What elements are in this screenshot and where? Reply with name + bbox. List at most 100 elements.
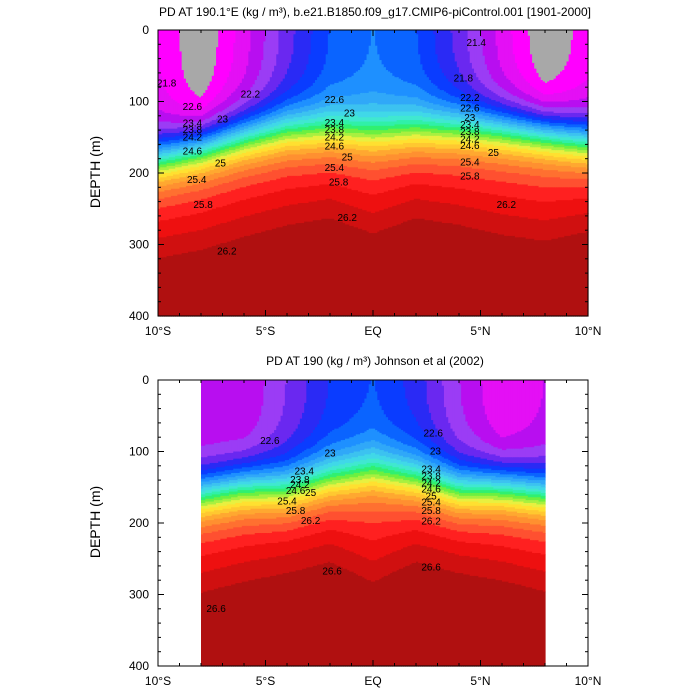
contour-cell (413, 151, 417, 158)
contour-cell (203, 161, 206, 166)
contour-cell (465, 190, 469, 208)
contour-cell (489, 162, 492, 171)
contour-cell (239, 105, 243, 113)
contour-cell (237, 121, 241, 125)
contour-cell (424, 184, 428, 201)
contour-cell (168, 137, 172, 141)
contour-cell (439, 30, 443, 70)
contour-cell (351, 132, 355, 138)
contour-cell (321, 128, 325, 133)
contour-cell (175, 155, 178, 160)
contour-cell (224, 122, 228, 128)
contour-cell (450, 32, 454, 84)
contour-cell (456, 30, 460, 68)
contour-cell (319, 152, 322, 160)
contour-cell (213, 155, 217, 160)
contour-cell (523, 117, 527, 121)
contour-cell (297, 150, 301, 156)
contour-cell (551, 111, 555, 117)
contour-cell (379, 30, 383, 61)
contour-cell (560, 144, 563, 148)
contour-cell (325, 164, 329, 174)
contour-cell (211, 155, 215, 160)
contour-cell (306, 105, 310, 113)
contour-cell (564, 151, 568, 156)
contour-cell (166, 190, 170, 198)
contour-cell (158, 151, 161, 156)
contour-cell (523, 105, 527, 111)
contour-cell (246, 118, 249, 123)
contour-cell (523, 122, 527, 127)
contour-cell (525, 134, 529, 138)
contour-cell (476, 124, 479, 128)
contour-cell (418, 120, 421, 125)
contour-cell (452, 124, 456, 128)
contour-cell (319, 92, 322, 103)
contour-cell (523, 161, 527, 168)
contour-cell (237, 171, 241, 180)
contour-cell (254, 114, 258, 120)
contour-cell (297, 223, 301, 317)
contour-cell (409, 157, 413, 166)
contour-cell (261, 144, 264, 150)
contour-cell (287, 141, 290, 147)
contour-cell (357, 168, 361, 178)
contour-cell (175, 135, 178, 141)
contour-cell (353, 207, 357, 228)
contour-cell (237, 112, 241, 118)
contour-cell (545, 220, 548, 241)
contour-cell (482, 151, 486, 158)
contour-cell (568, 127, 572, 131)
contour-cell (370, 170, 374, 181)
contour-cell (256, 118, 260, 123)
contour-cell (265, 165, 269, 174)
contour-cell (579, 162, 583, 168)
contour-cell (216, 132, 219, 137)
contour-cell (521, 128, 525, 133)
contour-cell (570, 107, 574, 114)
contour-cell (514, 127, 518, 131)
contour-cell (523, 152, 527, 158)
contour-cell (319, 164, 322, 174)
contour-cell (493, 114, 497, 118)
contour-cell (267, 147, 271, 151)
contour-cell (452, 120, 456, 125)
contour-cell (437, 174, 441, 187)
contour-cell (362, 230, 365, 317)
contour-cell (203, 134, 206, 138)
contour-cell (469, 132, 473, 137)
contour-cell (484, 128, 488, 133)
contour-cell (173, 140, 176, 144)
contour-cell (519, 198, 522, 218)
contour-cell (207, 111, 211, 120)
contour-cell (499, 87, 503, 98)
contour-cell (411, 120, 415, 125)
contour-cell (527, 200, 531, 220)
contour-cell (351, 144, 355, 150)
contour-cell (474, 110, 477, 114)
contour-cell (299, 77, 303, 94)
contour-cell (521, 30, 525, 77)
contour-cell (435, 152, 439, 160)
contour-cell (364, 125, 368, 131)
contour-cell (175, 114, 178, 124)
contour-cell (489, 117, 492, 121)
contour-cell (330, 30, 333, 85)
contour-cell (446, 137, 449, 141)
contour-cell (560, 92, 563, 103)
contour-cell (532, 120, 535, 124)
contour-cell (175, 171, 178, 176)
contour-cell (581, 107, 585, 114)
contour-cell (420, 151, 424, 158)
contour-cell (418, 164, 421, 174)
contour-cell (398, 78, 402, 97)
contour-cell (244, 164, 247, 171)
contour-cell (551, 125, 555, 130)
contour-cell (373, 151, 376, 157)
contour-cell (551, 152, 555, 157)
contour-cell (545, 135, 548, 138)
contour-cell (173, 188, 176, 197)
contour-cell (336, 174, 340, 187)
contour-cell (405, 30, 408, 83)
contour-cell (491, 78, 494, 93)
